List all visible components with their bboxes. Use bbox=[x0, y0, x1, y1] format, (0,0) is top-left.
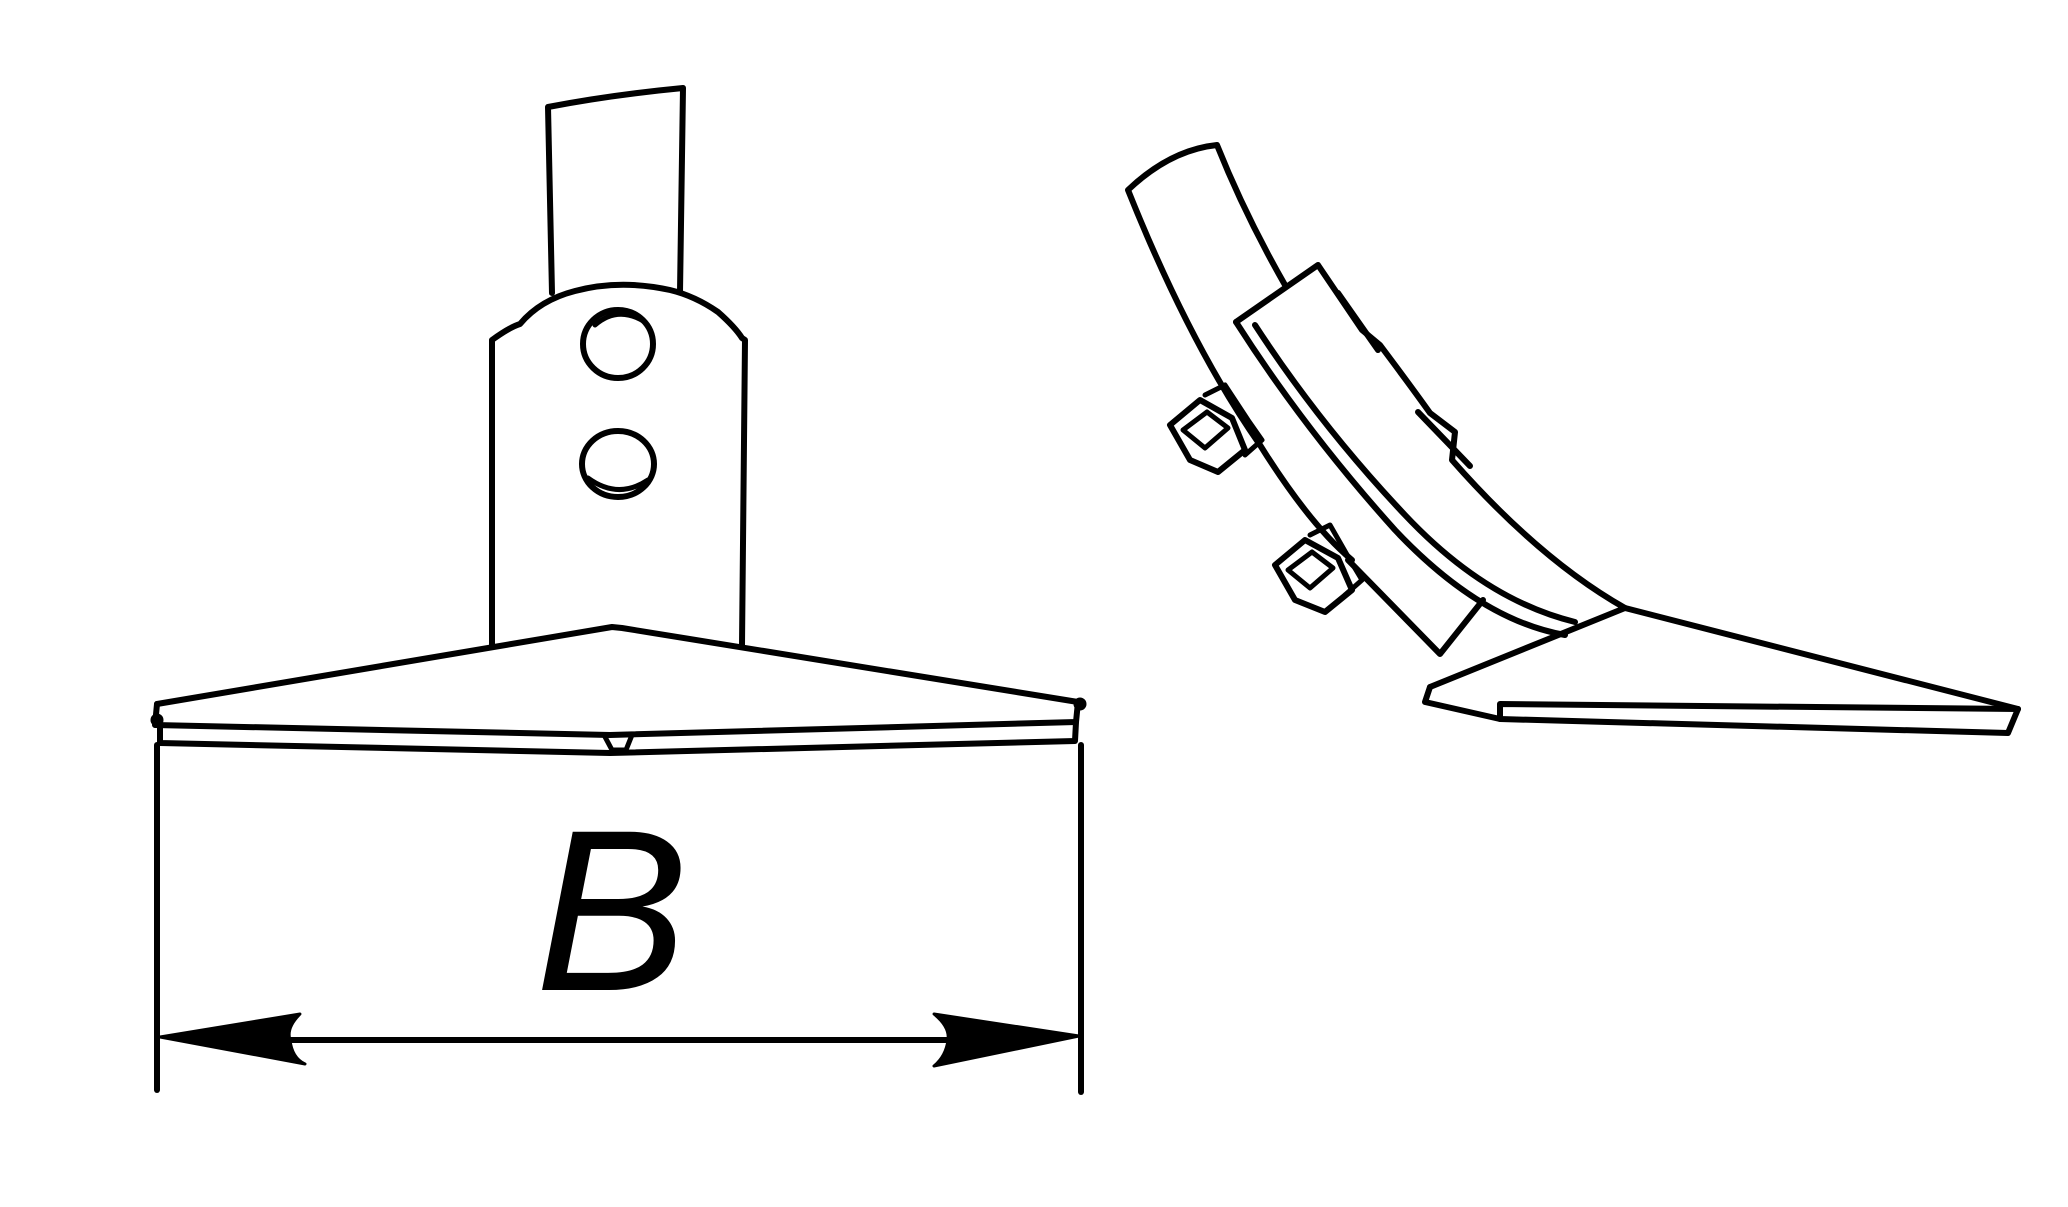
bracket-rear-strip-upper bbox=[1338, 293, 1378, 350]
bracket-lower-tab bbox=[1348, 560, 1483, 654]
left-arrowhead bbox=[160, 1014, 305, 1064]
side-view bbox=[1128, 145, 2018, 733]
front-view bbox=[152, 88, 1085, 753]
lower-nut-face bbox=[1288, 552, 1333, 588]
side-blade-leading bbox=[1430, 608, 1625, 687]
upper-nut-face bbox=[1183, 412, 1228, 448]
width-dimension: B bbox=[157, 745, 1081, 1092]
mounting-plate bbox=[492, 285, 745, 645]
curved-shank bbox=[1128, 145, 1352, 560]
sweep-blade-top bbox=[157, 627, 1078, 704]
sweep-blade-edge-upper bbox=[155, 702, 1078, 735]
lower-bolt bbox=[582, 431, 654, 497]
side-bracket bbox=[1236, 265, 1625, 608]
upper-bolt bbox=[583, 310, 653, 378]
lower-nut bbox=[1275, 525, 1362, 612]
left-wing-tip bbox=[152, 715, 162, 725]
right-arrowhead bbox=[934, 1014, 1079, 1066]
dimension-label-b: B bbox=[535, 782, 688, 1039]
shank bbox=[548, 88, 683, 293]
side-blade-top bbox=[1625, 608, 2018, 709]
right-wing-tip bbox=[1075, 699, 1085, 709]
side-blade-edge bbox=[1500, 704, 2018, 719]
